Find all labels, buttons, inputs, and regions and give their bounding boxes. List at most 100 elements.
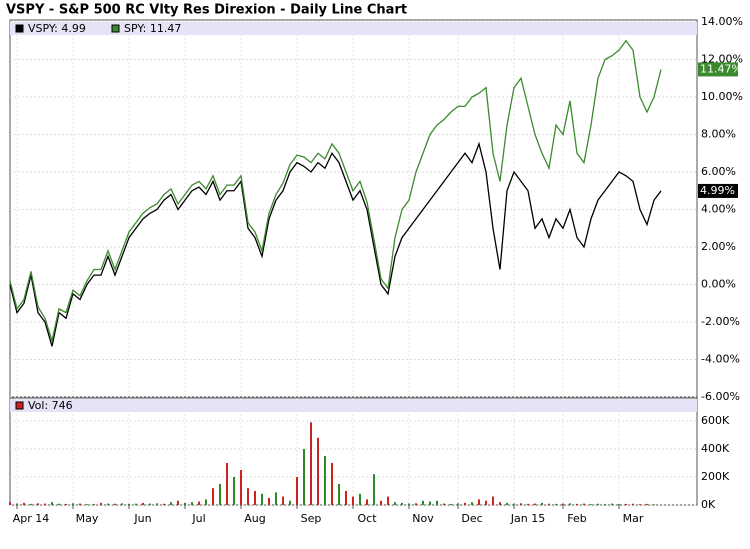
volume-bar [44,503,46,505]
volume-bar [548,503,550,505]
volume-bar [632,503,634,505]
volume-bar [58,503,60,505]
x-tick-label: Jan 15 [510,512,545,525]
volume-bar [499,502,501,505]
volume-bar [275,492,277,505]
volume-bar [639,504,641,505]
volume-bar [65,503,67,505]
volume-y-tick-label: 200K [701,470,730,483]
volume-bar [485,500,487,505]
x-tick-label: Oct [357,512,377,525]
volume-legend-band [10,399,697,412]
y-tick-label: 6.00% [701,165,736,178]
y-tick-label: 14.00% [701,15,743,28]
y-tick-label: 12.00% [701,53,743,66]
volume-bar [387,496,389,505]
volume-bar [541,502,543,505]
x-tick-label: Feb [567,512,586,525]
volume-bar [590,504,592,505]
volume-bar [226,462,228,505]
volume-bar [100,502,102,505]
legend-swatch [111,24,120,33]
volume-bar [107,503,109,505]
volume-bar [128,503,130,505]
last-value-label: 11.47% [700,62,742,75]
y-tick-label: -6.00% [701,390,740,403]
volume-bar [212,488,214,505]
volume-bar [79,503,81,505]
volume-bar [527,503,529,505]
volume-bar [163,503,165,505]
last-value-label: 4.99% [700,184,735,197]
volume-bar [429,501,431,505]
volume-bar [653,504,655,505]
volume-bar [597,503,599,505]
volume-bar [303,448,305,505]
volume-bar [583,503,585,505]
volume-bar [191,502,193,505]
volume-bar [184,502,186,505]
series-line [9,39,662,344]
chart-title: VSPY - S&P 500 RC Vlty Res Direxion - Da… [6,3,407,18]
volume-bar [93,503,95,505]
volume-bar [513,503,515,505]
volume-bar [142,502,144,505]
y-tick-label: 8.00% [701,128,736,141]
x-tick-label: Nov [412,512,434,525]
volume-bar [555,503,557,505]
volume-bar [625,503,627,505]
volume-bar [268,497,270,505]
volume-bar [121,503,123,505]
volume-y-tick-label: 400K [701,442,730,455]
series-line [9,141,662,347]
x-tick-label: Apr 14 [13,512,50,525]
volume-bar [289,500,291,505]
volume-bar [415,503,417,505]
volume-bar [86,504,88,505]
price-frame [9,19,698,398]
volume-bar [471,502,473,505]
volume-bar [219,483,221,505]
volume-bar [394,502,396,505]
volume-bar [457,503,459,505]
volume-bar [359,493,361,505]
volume-bar [478,499,480,505]
volume-bar [436,500,438,505]
volume-bar [114,503,116,505]
volume-bar [51,502,53,505]
volume-bar [401,502,403,505]
last-value-tag [698,62,738,77]
y-tick-label: -4.00% [701,353,740,366]
volume-bar [261,493,263,505]
volume-bar [380,500,382,505]
volume-bar [317,437,319,505]
volume-bar [233,476,235,505]
volume-bar [240,469,242,505]
volume-bar [534,503,536,505]
volume-bar [408,503,410,505]
volume-bar [247,488,249,505]
y-tick-label: 0.00% [701,278,736,291]
volume-bar [72,503,74,505]
volume-bar [352,496,354,505]
volume-bar [443,503,445,505]
volume-bar [23,502,25,505]
last-value-tag [698,183,738,198]
volume-bar [576,503,578,505]
y-tick-label: -2.00% [701,315,740,328]
legend-label: VSPY: 4.99 [28,22,86,35]
volume-bar [450,503,452,505]
legend-label: Vol: 746 [28,399,73,412]
volume-bar [205,499,207,505]
volume-y-tick-label: 0K [701,498,716,511]
legend-label: SPY: 11.47 [124,22,181,35]
volume-bar [366,499,368,505]
x-tick-label: May [76,512,99,525]
legend-swatch [15,24,24,33]
volume-bar [373,474,375,505]
volume-bar [506,502,508,505]
volume-bar [254,490,256,505]
volume-bar [422,500,424,505]
volume-bar [604,503,606,505]
